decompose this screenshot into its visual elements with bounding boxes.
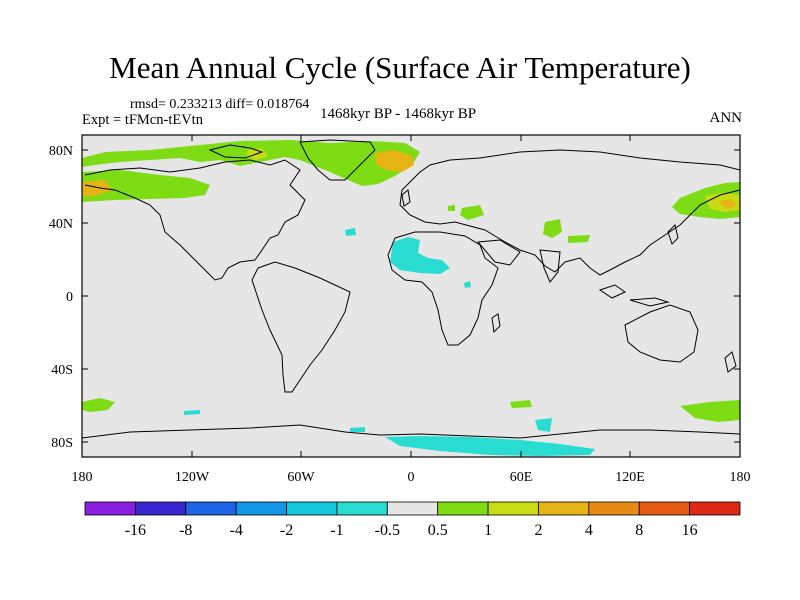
lon-label-0: 0	[408, 470, 415, 485]
colorbar-label: -1	[330, 522, 343, 539]
colorbar-swatch	[487, 501, 539, 516]
colorbar	[84, 501, 741, 516]
anomaly-negative-sahara	[390, 237, 450, 274]
lon-tick-labels: 180 120W 60W 0 60E 120E 180	[72, 470, 751, 485]
anomaly-negative-atlantic	[345, 228, 356, 236]
colorbar-swatch	[386, 501, 439, 516]
colorbar-label: -4	[229, 522, 242, 539]
anomaly-positive-south-pacific	[82, 398, 115, 412]
colorbar-swatch	[336, 501, 388, 516]
colorbar-label: -0.5	[375, 522, 400, 539]
lat-tick-labels: 80N 40N 0 40S 80S	[49, 144, 73, 451]
anomaly-negative-antarctic-coast	[535, 418, 552, 432]
colorbar-label: 2	[534, 522, 542, 539]
experiment-label: Expt = tFMcn-tEVtn	[82, 112, 203, 128]
colorbar-swatch	[437, 501, 489, 516]
colorbar-label: -2	[280, 522, 293, 539]
anomaly-positive-europe	[460, 205, 484, 220]
colorbar-swatch	[588, 501, 640, 516]
colorbar-labels: -16 -8 -4 -2 -1 -0.5 0.5 1 2 4 8 16	[125, 522, 698, 539]
anomaly-warm-bering	[82, 180, 112, 196]
coastlines	[82, 139, 740, 439]
colorbar-swatch	[134, 501, 187, 516]
stats-text: rmsd= 0.233213 diff= 0.018764	[130, 97, 310, 112]
colorbar-label: 0.5	[428, 522, 448, 539]
anomaly-negative-south-pacific	[184, 410, 200, 415]
lat-label-0: 0	[66, 290, 73, 305]
anomaly-warm-barents	[375, 150, 414, 172]
colorbar-label: 8	[635, 522, 643, 539]
colorbar-swatch	[185, 501, 237, 516]
anomaly-positive-southern-ocean	[680, 400, 740, 422]
anomaly-negative-africa-spot	[464, 281, 471, 288]
season-label: ANN	[709, 110, 743, 126]
lon-label-180w: 180	[72, 470, 93, 485]
lat-label-40n: 40N	[49, 217, 73, 232]
lon-label-120e: 120E	[615, 470, 645, 485]
colorbar-swatch	[235, 501, 287, 516]
anomaly-positive-south-indian	[510, 400, 532, 408]
anomaly-positive-alaska	[82, 170, 210, 202]
anomaly-positive-spot	[448, 205, 455, 211]
anomaly-positive-tibet	[568, 235, 590, 243]
lon-label-60e: 60E	[510, 470, 533, 485]
colorbar-label: 1	[484, 522, 492, 539]
colorbar-swatch	[689, 501, 741, 516]
colorbar-label: 4	[585, 522, 593, 539]
plot-title: Mean Annual Cycle (Surface Air Temperatu…	[109, 50, 691, 85]
lon-label-180e: 180	[730, 470, 751, 485]
anomaly-negative-antarctica	[385, 436, 595, 456]
map-ticks	[81, 135, 741, 457]
colorbar-swatch	[638, 501, 691, 516]
colorbar-swatch	[538, 501, 590, 516]
colorbar-swatch	[84, 501, 136, 516]
lat-label-80n: 80N	[49, 144, 73, 159]
lat-label-80s: 80S	[51, 436, 73, 451]
anomaly-negative-weddell	[350, 427, 365, 432]
anomaly-positive-asia	[543, 219, 562, 238]
colorbar-label: -8	[179, 522, 192, 539]
colorbar-label: -16	[125, 522, 146, 539]
lat-label-40s: 40S	[51, 363, 73, 378]
anomaly-orange-pacific	[718, 199, 737, 209]
colorbar-swatch	[286, 501, 338, 516]
anomaly-fields	[82, 140, 740, 456]
lon-label-120w: 120W	[175, 470, 210, 485]
colorbar-label: 16	[682, 522, 698, 539]
period-label: 1468kyr BP - 1468kyr BP	[320, 106, 477, 122]
lon-label-60w: 60W	[287, 470, 315, 485]
anomaly-positive-north-atlantic	[82, 140, 420, 186]
